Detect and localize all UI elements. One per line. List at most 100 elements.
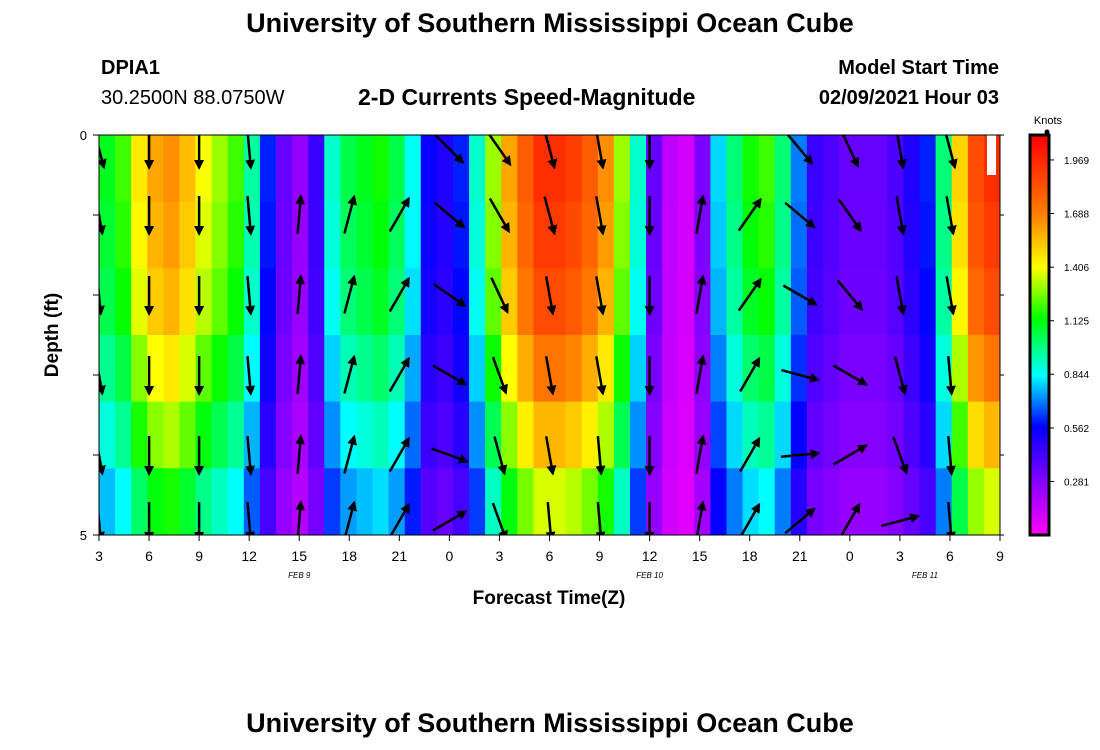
heat-cell: [887, 268, 905, 336]
current-arrow: [295, 500, 306, 535]
heat-cell: [710, 135, 728, 203]
heat-cell: [629, 401, 647, 469]
x-tick-label: 6: [546, 548, 554, 564]
heat-cell: [710, 268, 728, 336]
current-arrow: [782, 284, 818, 306]
heat-cell: [919, 201, 937, 269]
heat-cell: [533, 268, 551, 336]
heat-cell: [565, 268, 583, 336]
heat-cell: [967, 335, 985, 403]
page-title: University of Southern Mississippi Ocean…: [246, 8, 854, 38]
colorbar-label: 0.562: [1064, 424, 1089, 435]
heat-cell: [790, 268, 808, 336]
heat-cell: [243, 201, 261, 269]
heat-cell: [147, 268, 164, 336]
current-arrow: [595, 501, 606, 535]
heat-cell: [855, 135, 872, 203]
heat-cell: [259, 468, 277, 535]
heat-cell: [147, 335, 164, 403]
heat-cell: [292, 135, 309, 203]
heat-cell: [501, 401, 518, 469]
heat-cell: [710, 401, 728, 469]
heat-cell: [163, 268, 181, 336]
current-arrow: [784, 507, 816, 535]
heat-cell: [227, 468, 245, 535]
heat-cell: [243, 401, 261, 469]
heat-cell: [790, 201, 808, 269]
x-tick-label: 3: [496, 548, 504, 564]
chart-title: 2-D Currents Speed-Magnitude: [358, 84, 696, 110]
heat-cell: [388, 201, 406, 269]
heat-cell: [308, 268, 325, 336]
heat-cell: [935, 335, 953, 403]
current-arrow: [781, 368, 821, 383]
heat-cell: [163, 135, 181, 203]
current-arrow: [295, 194, 306, 235]
heat-cell: [308, 401, 325, 469]
heat-cell: [517, 268, 535, 336]
model-start-value: 02/09/2021 Hour 03: [818, 87, 999, 109]
heat-cell: [115, 468, 132, 535]
heat-cell: [629, 268, 647, 336]
current-arrow: [595, 135, 607, 170]
heat-cell: [163, 468, 181, 535]
heat-cell: [613, 401, 631, 469]
heat-cell: [678, 268, 695, 336]
x-axis-label: Forecast Time(Z): [473, 588, 626, 609]
heat-cell: [919, 468, 937, 535]
heat-cell: [613, 335, 631, 403]
heat-cell: [243, 135, 261, 203]
heat-cell: [983, 468, 1000, 535]
heat-cell: [710, 468, 728, 535]
heat-cell: [662, 468, 679, 535]
current-arrow: [545, 501, 556, 535]
heat-cell: [436, 468, 454, 535]
x-tick-label: 0: [846, 548, 854, 564]
heat-cell: [871, 135, 888, 203]
heat-cell: [919, 401, 937, 469]
heat-cell: [549, 401, 567, 469]
heat-cell: [549, 135, 567, 203]
current-arrow: [737, 197, 762, 232]
current-arrow: [893, 356, 908, 396]
current-arrow: [595, 356, 607, 396]
current-arrow: [488, 197, 510, 234]
current-arrow: [544, 436, 557, 476]
heat-cell: [597, 268, 615, 336]
heat-cell: [259, 135, 277, 203]
current-arrow: [739, 436, 761, 473]
date-label: FEB 11: [912, 571, 938, 580]
heat-cell: [404, 135, 422, 203]
heat-cell: [356, 335, 374, 403]
heat-cell: [758, 401, 776, 469]
current-arrow: [493, 436, 508, 476]
heat-cell: [887, 201, 905, 269]
x-axis-ticks: [98, 535, 1001, 541]
heat-cell: [951, 268, 969, 336]
heat-cell: [501, 468, 518, 535]
current-arrow: [491, 502, 508, 535]
heat-cell: [629, 468, 647, 535]
heat-cell: [420, 201, 438, 269]
heat-cell: [742, 401, 760, 469]
heat-cell: [131, 268, 148, 336]
heat-cell: [404, 201, 422, 269]
heat-cell: [275, 335, 293, 403]
heat-cell: [115, 201, 132, 269]
heat-cell: [613, 468, 631, 535]
heat-cell: [533, 201, 551, 269]
heat-cell: [372, 401, 390, 469]
heat-cell: [308, 201, 325, 269]
current-arrow: [896, 135, 907, 170]
heat-cell: [372, 135, 390, 203]
heat-cell: [147, 135, 164, 203]
heat-cell: [951, 401, 969, 469]
current-arrow: [99, 507, 105, 535]
current-arrow: [431, 447, 470, 464]
y-tick-0: 0: [80, 128, 87, 143]
heat-cell: [871, 401, 888, 469]
heat-cell: [163, 401, 181, 469]
heat-cell: [179, 468, 197, 535]
x-tick-label: 3: [95, 548, 103, 564]
